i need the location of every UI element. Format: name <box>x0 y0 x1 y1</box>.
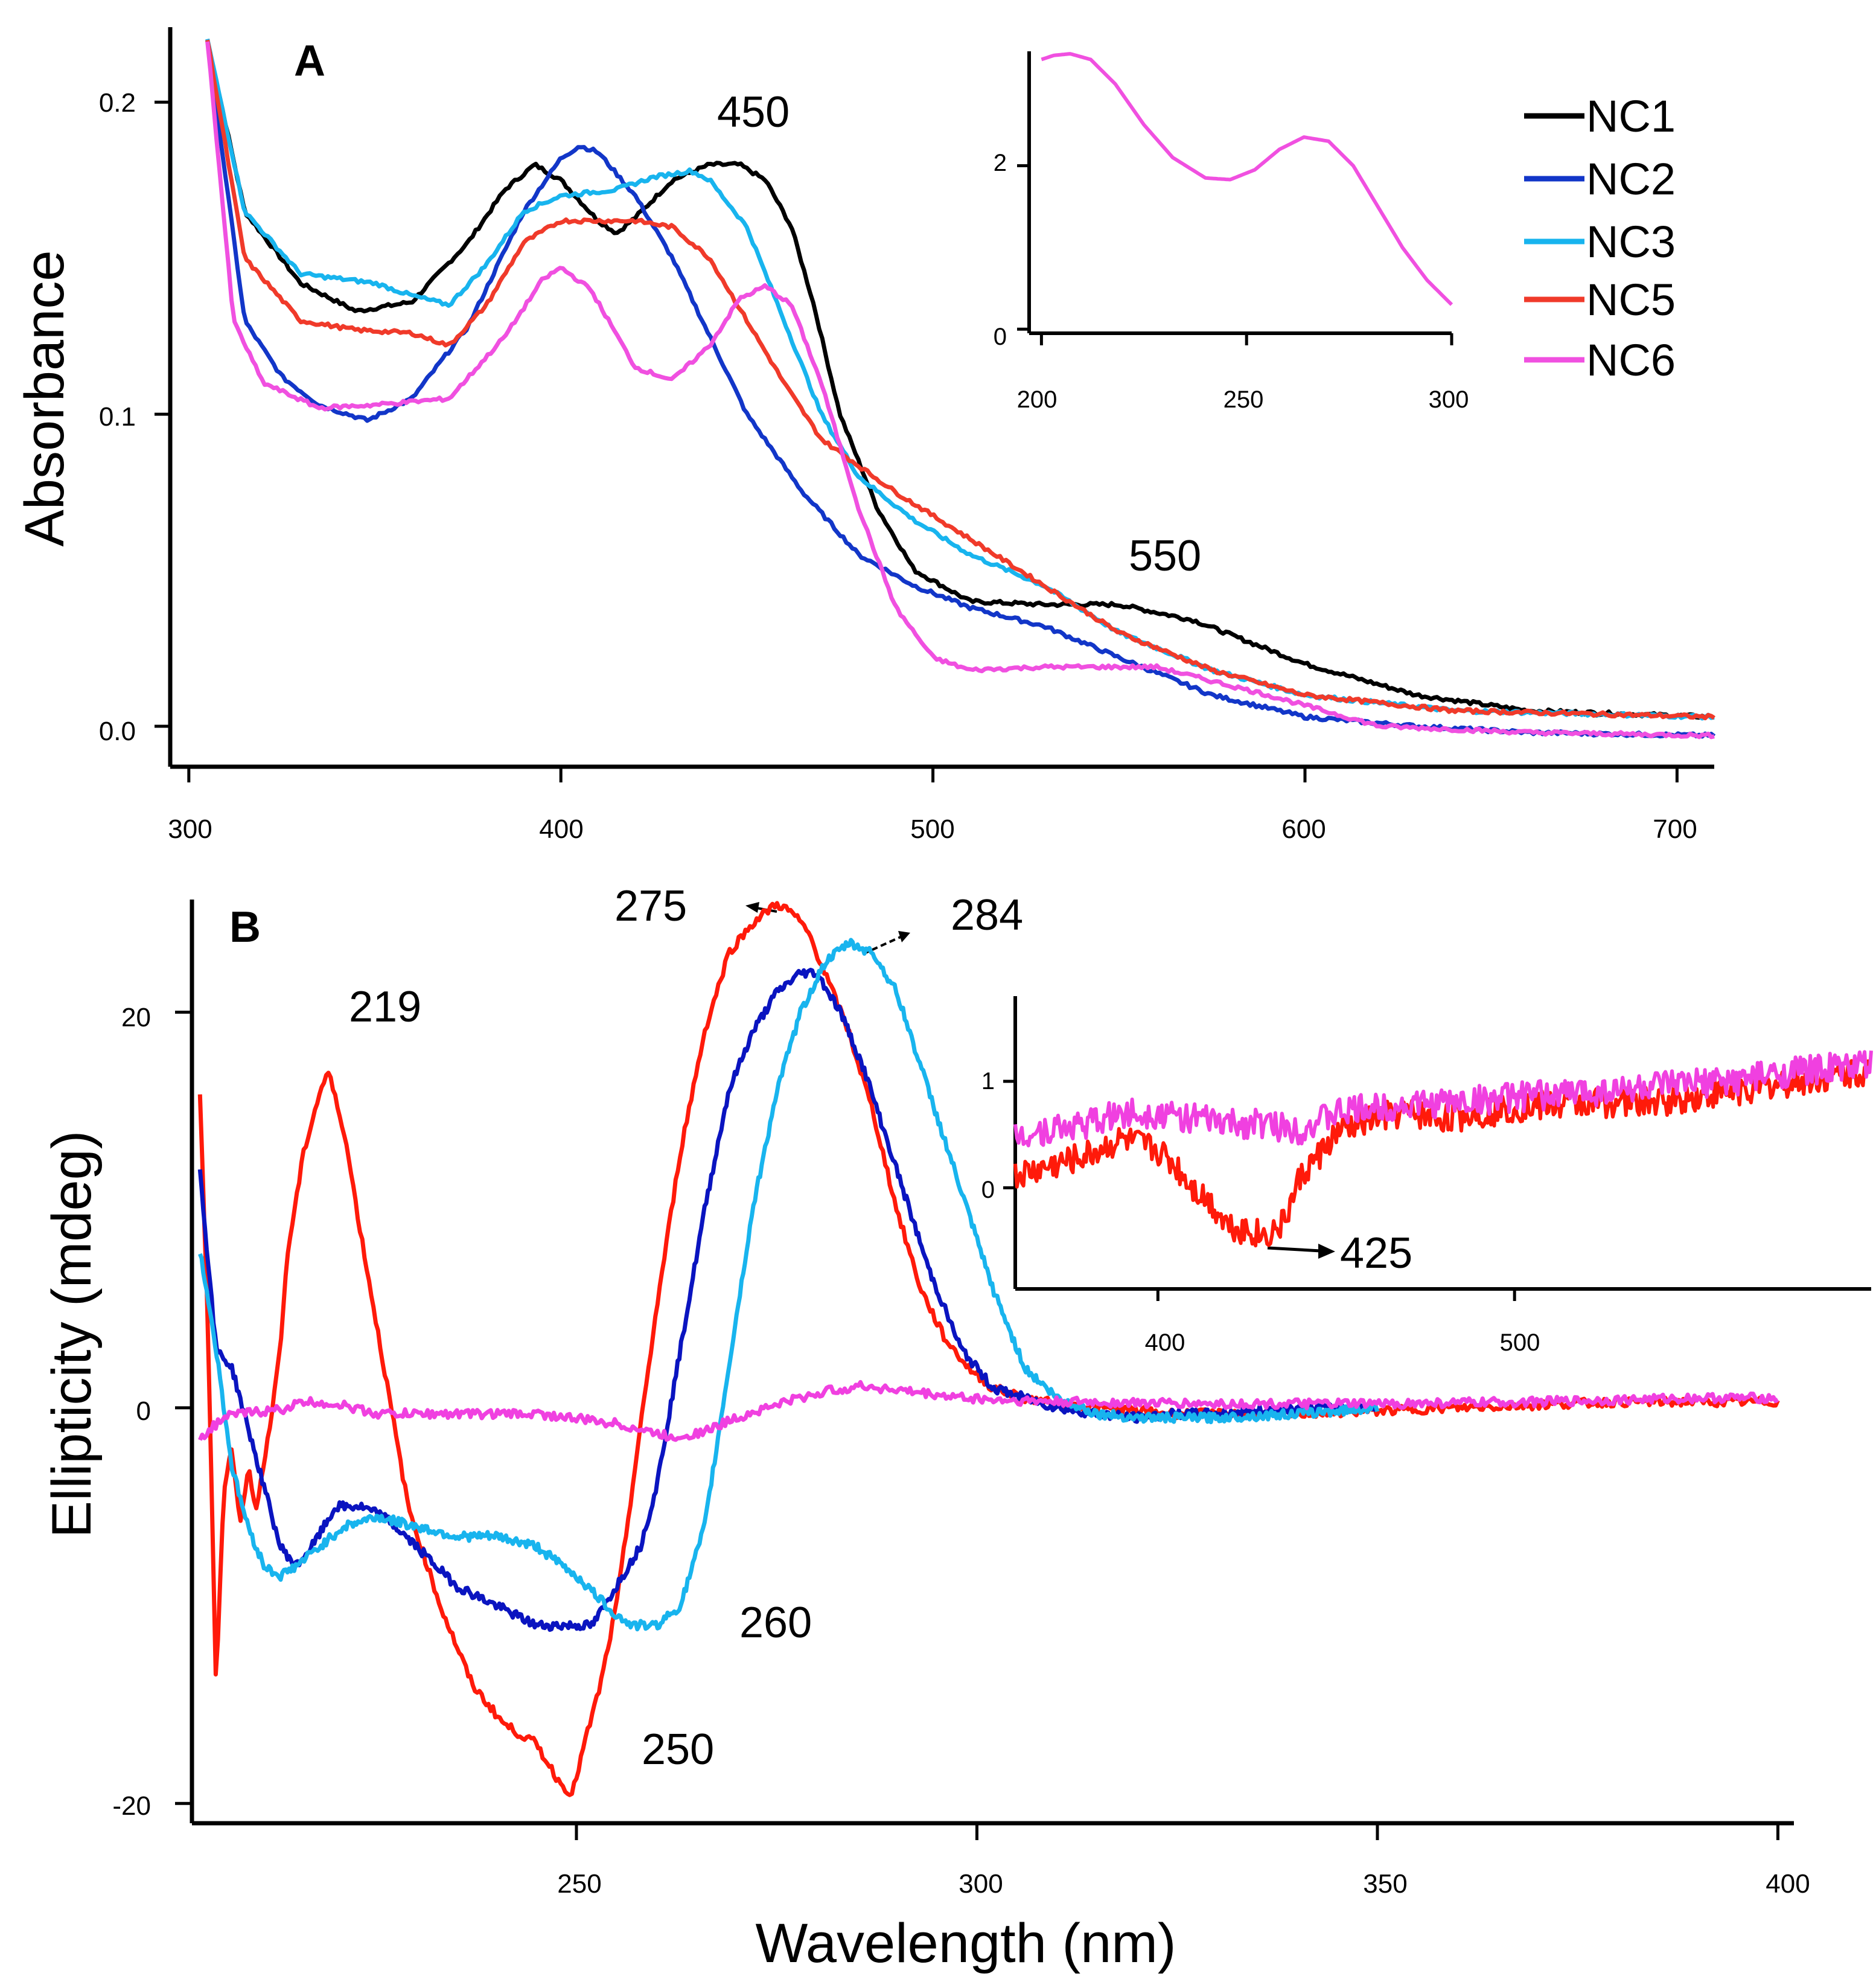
series-nc6 <box>205 41 1715 740</box>
a-xtick-600: 600 <box>1281 814 1326 844</box>
series-nc1 <box>205 39 1715 720</box>
a-ytick-0.2: 0.2 <box>99 88 136 118</box>
ai-ytick-2: 2 <box>994 150 1007 176</box>
b-ytick-20: 20 <box>121 1003 151 1032</box>
b-annotation-284: 284 <box>951 891 1023 939</box>
series-nc3 <box>205 38 1715 721</box>
arrow-425 <box>1267 1246 1321 1253</box>
b-xlabel: Wavelength (nm) <box>755 1913 1176 1974</box>
a-xtick-500: 500 <box>910 814 954 844</box>
ai-xtick-200: 200 <box>1017 386 1058 413</box>
arrow-425-head <box>1318 1244 1335 1259</box>
b-ytick--20: -20 <box>112 1791 151 1821</box>
b-annotation-260: 260 <box>739 1599 812 1647</box>
legend-label-nc3: NC3 <box>1586 217 1676 267</box>
a-ytick-0: 0.0 <box>99 717 136 746</box>
a-annotation-450: 450 <box>717 88 790 136</box>
legend-label-nc1: NC1 <box>1586 91 1676 141</box>
ai-xtick-300: 300 <box>1429 386 1469 413</box>
series-blue <box>197 968 1379 1632</box>
arrow-284-head <box>898 931 910 942</box>
b-xtick-350: 350 <box>1363 1869 1407 1899</box>
b-ytick-0: 0 <box>136 1396 151 1426</box>
b-xtick-250: 250 <box>557 1869 601 1899</box>
arrow-284 <box>863 936 901 955</box>
series-cyan <box>198 938 1380 1632</box>
bi-ytick-0: 0 <box>981 1177 995 1203</box>
panel-a: 300 400 500 600 700 0.0 0.1 0.2 Absorban… <box>14 27 1716 844</box>
ai-ytick-0: 0 <box>994 324 1007 350</box>
b-annotation-275: 275 <box>614 882 687 930</box>
b-xtick-300: 300 <box>959 1869 1003 1899</box>
b-annotation-250: 250 <box>642 1725 714 1774</box>
bi-ytick-1: 1 <box>981 1068 995 1095</box>
bi-xtick-500: 500 <box>1500 1329 1540 1356</box>
panel-b: 250 300 350 400 -20 0 20 Ellipticity (md… <box>41 882 1873 1974</box>
a-xtick-400: 400 <box>539 814 583 844</box>
a-panel-label: A <box>294 37 325 85</box>
a-xtick-300: 300 <box>168 814 212 844</box>
b-annotation-219: 219 <box>349 983 421 1031</box>
bi-annotation-425: 425 <box>1340 1229 1412 1277</box>
bi-xtick-400: 400 <box>1145 1329 1185 1356</box>
legend-label-nc2: NC2 <box>1586 154 1676 204</box>
panel-b-inset: 400 500 0 1 425 <box>981 996 1873 1356</box>
b-panel-label: B <box>229 903 261 951</box>
series-nc2 <box>205 40 1716 739</box>
b-xtick-400: 400 <box>1766 1869 1810 1899</box>
a-annotation-550: 550 <box>1129 532 1201 580</box>
arrow-275-head <box>745 902 759 913</box>
series-red <box>197 901 1780 1797</box>
series-magenta <box>1013 1050 1873 1148</box>
panel-a-inset: 200 250 300 0 2 <box>994 51 1469 413</box>
series-nc6 <box>1041 52 1453 306</box>
legend: NC1 NC2 NC3 NC5 NC6 <box>1524 91 1676 385</box>
legend-label-nc6: NC6 <box>1586 335 1676 385</box>
legend-label-nc5: NC5 <box>1586 275 1676 325</box>
b-ylabel: Ellipticity (mdeg) <box>41 1131 103 1538</box>
a-ytick-0.1: 0.1 <box>99 402 136 432</box>
a-xtick-700: 700 <box>1653 814 1697 844</box>
ai-xtick-250: 250 <box>1224 386 1264 413</box>
series-magenta <box>198 1379 1779 1442</box>
series-nc5 <box>205 39 1715 721</box>
series-red <box>1013 1058 1872 1248</box>
a-ylabel: Absorbance <box>14 251 75 547</box>
